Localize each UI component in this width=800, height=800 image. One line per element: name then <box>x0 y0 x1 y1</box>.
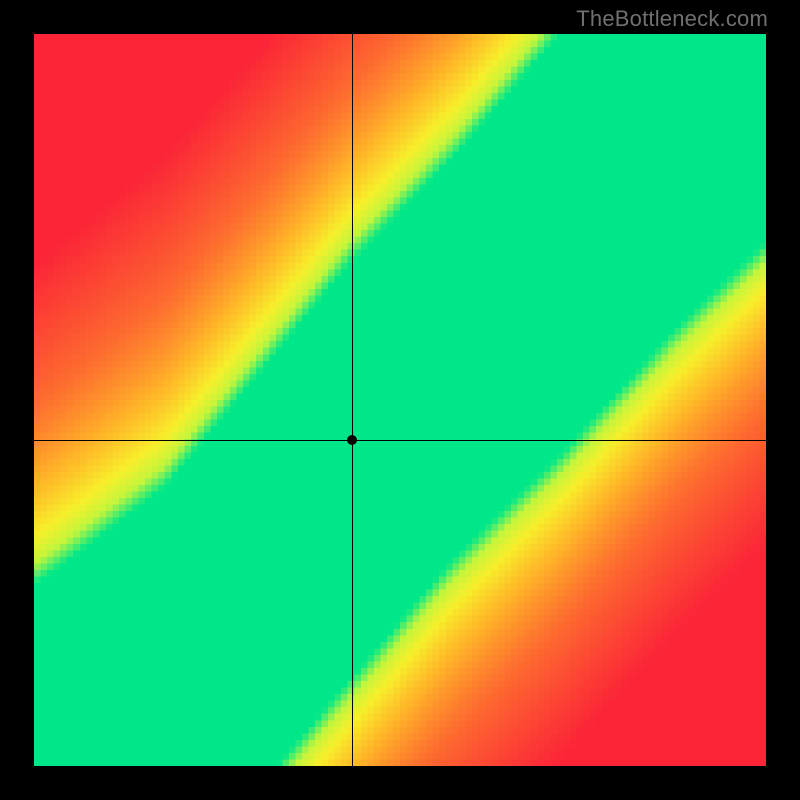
crosshair-marker <box>347 435 357 445</box>
crosshair-horizontal <box>34 440 766 441</box>
crosshair-vertical <box>352 34 353 766</box>
watermark-text: TheBottleneck.com <box>576 6 768 32</box>
chart-container: TheBottleneck.com <box>0 0 800 800</box>
heatmap-canvas <box>34 34 766 766</box>
